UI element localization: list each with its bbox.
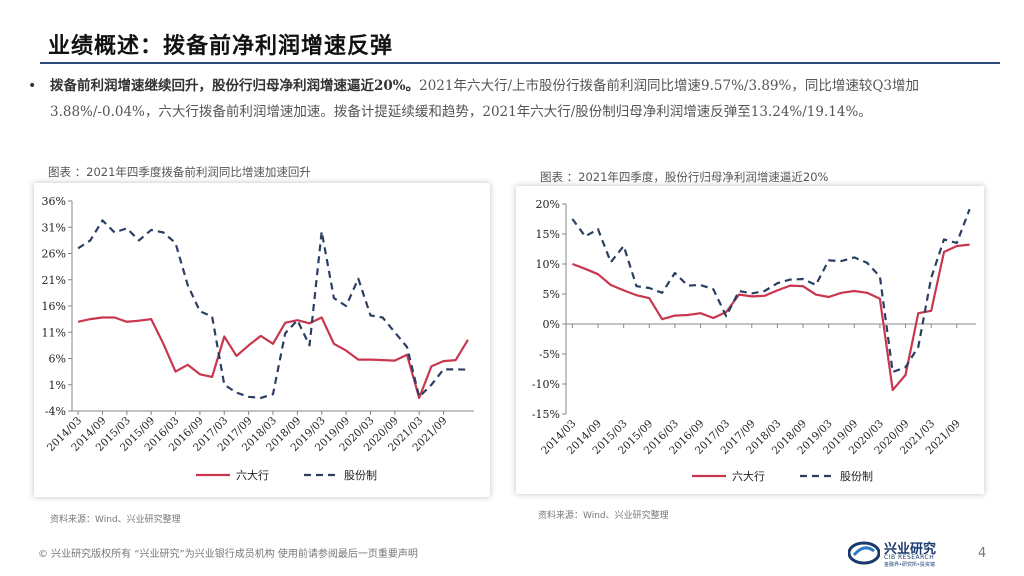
left-chart-y-tick-label: -4% (45, 405, 66, 418)
right-chart-panel: 20% 15% 10% 5% 0% -5% -10% -15% 2014/03 2014/09 20… (516, 186, 984, 494)
left-chart: 36%31%26%21%16%11%6%1%-4%2014/032014/092… (42, 195, 474, 482)
right-chart-y-tick-label: 20% (536, 198, 560, 211)
left-chart-y-tick-label: 26% (42, 248, 66, 261)
left-chart-caption: 图表 ：2021年四季度拨备前利润同比增速加速回升 (48, 165, 311, 179)
left-chart-legend-label: 股份制 (344, 469, 377, 482)
left-chart-source: 资料来源：Wind、兴业研究整理 (50, 515, 181, 525)
cib-logo-icon (848, 541, 880, 565)
left-chart-series-joint-stock-line (77, 219, 468, 399)
title-divider (40, 62, 1000, 64)
right-chart-source: 资料来源：Wind、兴业研究整理 (538, 511, 669, 521)
summary-text: 2021年六大行/上市股份行拨备前利润同比增速9.57%/3.89%，同比增速较… (50, 78, 920, 120)
bullet-marker: • (28, 78, 37, 94)
page-number: 4 (978, 546, 987, 561)
right-chart-y-tick-label: -5% (539, 348, 560, 361)
right-chart-legend-label: 股份制 (840, 470, 873, 483)
logo-tagline: 金融界•研究所•投资端 (884, 562, 935, 568)
left-chart-y-tick-label: 11% (42, 326, 66, 339)
footer-disclaimer: © 兴业研究版权所有 “兴业研究”为兴业银行成员机构 使用前请参阅最后一页重要声… (38, 549, 418, 560)
left-chart-y-tick-label: 1% (49, 379, 66, 392)
left-chart-y-tick-label: 6% (49, 353, 66, 366)
page-title: 业绩概述：拨备前净利润增速反弹 (48, 34, 394, 59)
right-chart-y-tick-label: 10% (536, 258, 560, 271)
left-chart-y-tick-label: 36% (42, 195, 66, 208)
right-chart-y-tick-label: 0% (543, 318, 560, 331)
right-chart-y-tick-label: 5% (543, 288, 560, 301)
right-chart-y-tick-label: -10% (532, 378, 560, 391)
summary-bold-text: 拨备前利润增速继续回升，股份行归母净利润增速逼近20%。 (50, 78, 420, 94)
right-chart: 20%15%10%5%0%-5%-10%-15%2014/032014/0920… (532, 198, 976, 483)
cib-research-logo: 兴业研究 CIB RESEARCH 金融界•研究所•投资端 (848, 536, 958, 570)
right-chart-series-big-six-line (572, 243, 970, 392)
logo-name: 兴业研究 (884, 542, 937, 557)
left-chart-y-tick-label: 16% (42, 300, 66, 313)
right-chart-legend-label: 六大行 (732, 469, 765, 483)
left-chart-y-tick-label: 31% (42, 221, 66, 234)
left-chart-panel: 36% 31% 26% 21% 16% 11% 6% 1% -4% 2014/03 2014/09 2… (34, 183, 490, 497)
right-chart-y-tick-label: -15% (532, 408, 560, 421)
right-chart-y-tick-label: 15% (536, 228, 560, 241)
left-chart-y-tick-label: 21% (42, 274, 66, 287)
left-chart-legend-label: 六大行 (236, 468, 269, 482)
right-chart-caption: 图表 ：2021年四季度，股份行归母净利润增速逼近20% (540, 170, 829, 184)
left-chart-series-big-six-line (77, 316, 469, 399)
right-chart-series-joint-stock-line (571, 208, 971, 374)
logo-subtitle: CIB RESEARCH (884, 554, 935, 561)
summary-paragraph: 拨备前利润增速继续回升，股份行归母净利润增速逼近20%。2021年六大行/上市股… (50, 73, 1000, 125)
